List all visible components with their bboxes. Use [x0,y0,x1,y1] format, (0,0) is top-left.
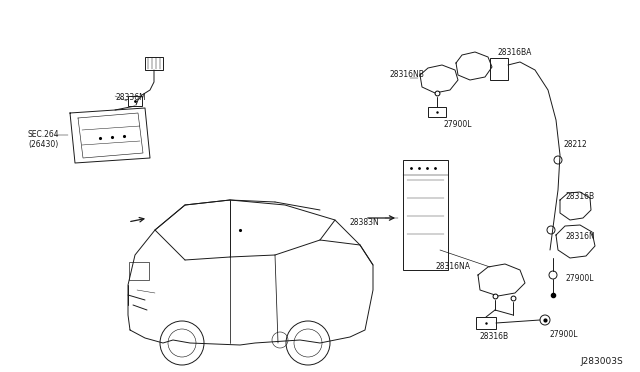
Bar [128,96,142,106]
Circle shape [547,226,555,234]
Text: 28316NA: 28316NA [435,262,470,271]
Text: 28316N: 28316N [565,232,595,241]
Text: 28316B: 28316B [480,332,509,341]
Text: (26430): (26430) [28,140,58,149]
Text: J283003S: J283003S [580,357,623,366]
Text: SEC.264: SEC.264 [28,130,60,139]
Bar [403,160,448,270]
Bar [476,317,496,329]
Circle shape [554,156,562,164]
Text: 28316NB: 28316NB [390,70,425,79]
Text: 27900L: 27900L [550,330,579,339]
Text: 28383N: 28383N [350,218,380,227]
Bar [145,57,163,70]
Text: 28336M: 28336M [115,93,146,102]
Bar [490,58,508,80]
Bar [428,107,446,117]
Text: 28316B: 28316B [565,192,594,201]
Text: 28316BA: 28316BA [497,48,531,57]
Bar [129,262,149,280]
Text: 28212: 28212 [563,140,587,149]
Circle shape [549,271,557,279]
Text: 27900L: 27900L [565,274,593,283]
Circle shape [540,315,550,325]
Text: 27900L: 27900L [443,120,472,129]
